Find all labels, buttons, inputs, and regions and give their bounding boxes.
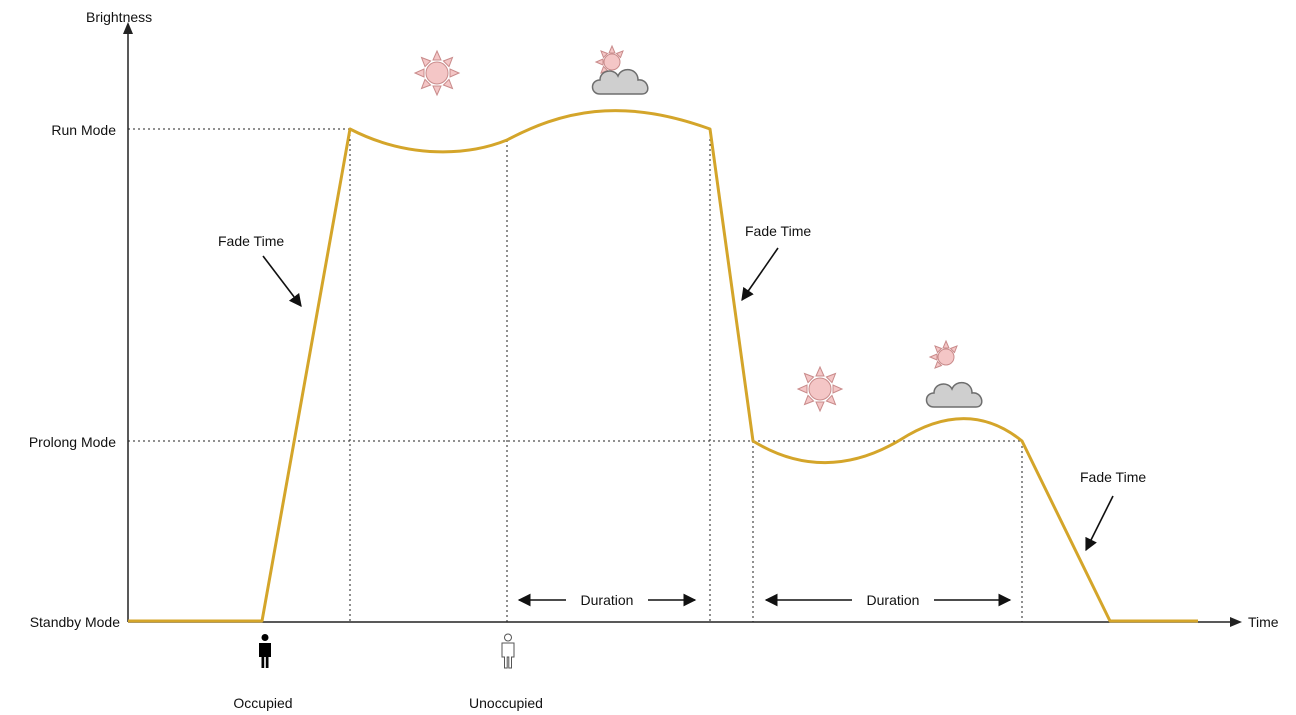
occupied-label: Occupied: [233, 695, 292, 711]
fade-time-label-1: Fade Time: [218, 233, 284, 249]
person-occupied-icon: [259, 634, 271, 668]
fade-time-arrow-3: [1085, 495, 1114, 552]
y-axis-label: Brightness: [86, 9, 152, 25]
duration-label-2: Duration: [867, 592, 920, 608]
duration-label-1: Duration: [581, 592, 634, 608]
brightness-curve: [128, 109, 1198, 623]
x-axis-arrowhead: [1230, 617, 1242, 627]
unoccupied-label: Unoccupied: [469, 695, 543, 711]
fade-time-label-2: Fade Time: [745, 223, 811, 239]
fade-time-arrow-1: [262, 255, 302, 308]
level-label-standby-mode: Standby Mode: [30, 614, 120, 630]
level-label-prolong-mode: Prolong Mode: [29, 434, 116, 450]
y-axis-arrowhead: [123, 22, 133, 34]
fade-time-label-3: Fade Time: [1080, 469, 1146, 485]
fade-time-arrow-2: [741, 247, 779, 302]
level-label-run-mode: Run Mode: [51, 122, 116, 138]
sun-icon: [413, 49, 461, 97]
x-axis-label: Time: [1248, 614, 1279, 630]
person-unoccupied-icon: [501, 633, 515, 669]
sun-behind-cloud-icon: [925, 339, 983, 408]
sun-behind-cloud-icon: [591, 44, 649, 95]
sun-icon: [796, 365, 844, 413]
